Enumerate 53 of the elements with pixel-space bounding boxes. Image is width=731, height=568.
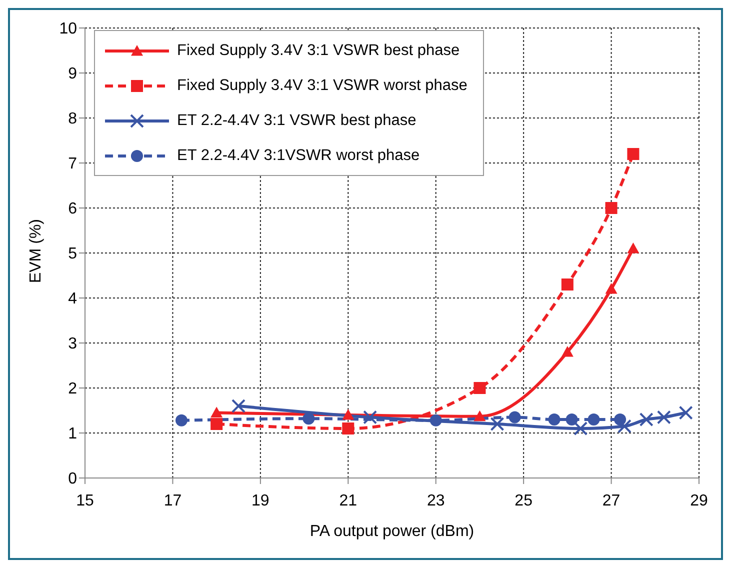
point xyxy=(656,410,671,424)
point xyxy=(548,414,560,426)
y-tick-label: 9 xyxy=(68,66,78,83)
point xyxy=(210,406,223,418)
x-tick-label: 21 xyxy=(339,492,358,510)
x-tick-label: 19 xyxy=(252,492,270,510)
point xyxy=(605,202,618,214)
point xyxy=(232,399,246,413)
y-tick-label: 8 xyxy=(68,110,78,128)
point xyxy=(561,278,574,290)
y-tick-label: 0 xyxy=(68,470,78,488)
point xyxy=(474,382,486,394)
point xyxy=(639,412,654,426)
x-tick-label: 17 xyxy=(164,492,182,510)
point xyxy=(342,422,354,434)
legend-label: ET 2.2-4.4V 3:1 VSWR best phase xyxy=(177,112,416,130)
point xyxy=(210,418,223,430)
y-tick-label: 7 xyxy=(68,156,78,173)
x-tick-label: 27 xyxy=(602,492,620,510)
point xyxy=(588,414,600,426)
y-tick-label: 5 xyxy=(68,246,78,263)
point xyxy=(627,148,640,160)
point xyxy=(342,409,354,420)
legend-label: ET 2.2-4.4V 3:1VSWR worst phase xyxy=(177,146,420,164)
point xyxy=(474,410,486,422)
x-tick-label: 29 xyxy=(690,492,708,510)
point xyxy=(302,412,315,425)
point xyxy=(430,414,442,426)
x-tick-label: 23 xyxy=(426,492,445,510)
point xyxy=(678,406,693,420)
y-tick-label: 1 xyxy=(68,426,78,443)
y-tick-label: 3 xyxy=(68,336,78,353)
point xyxy=(617,419,632,434)
point xyxy=(614,414,626,426)
x-axis-title: PA output power (dBm) xyxy=(310,523,474,540)
point xyxy=(561,346,574,357)
y-tick-label: 10 xyxy=(59,20,78,38)
point xyxy=(566,414,578,426)
y-axis-title: EVM (%) xyxy=(28,219,45,283)
x-tick-label: 25 xyxy=(514,492,533,510)
y-tick-label: 4 xyxy=(68,290,78,308)
y-tick-label: 2 xyxy=(68,380,78,398)
legend-label: Fixed Supply 3.4V 3:1 VSWR worst phase xyxy=(177,76,468,94)
point xyxy=(574,422,588,436)
legend-label: Fixed Supply 3.4V 3:1 VSWR best phase xyxy=(177,42,460,60)
x-tick-label: 15 xyxy=(76,492,94,510)
point xyxy=(363,410,378,424)
point xyxy=(508,411,521,424)
point xyxy=(175,414,188,426)
point xyxy=(490,417,504,431)
point xyxy=(627,242,640,254)
point xyxy=(605,283,618,294)
y-tick-label: 6 xyxy=(68,200,78,218)
